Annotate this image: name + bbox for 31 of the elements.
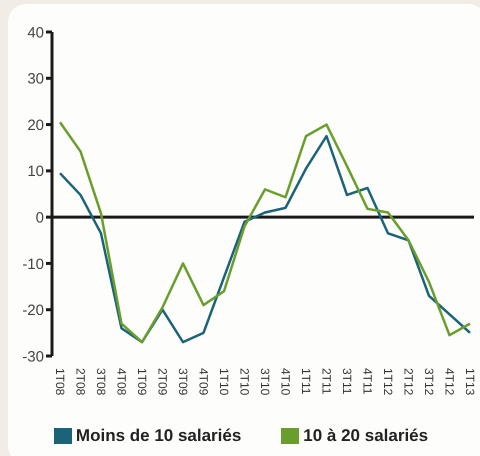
y-tick-label: 30 — [27, 70, 44, 88]
x-tick-label: 2T11 — [320, 368, 334, 395]
x-tick-label: 1T12 — [381, 368, 395, 396]
x-tick-label: 1T13 — [463, 368, 477, 396]
x-tick-label: 2T12 — [402, 368, 416, 396]
y-tick-label: -20 — [22, 302, 44, 320]
x-tick-label: 3T09 — [176, 368, 190, 396]
y-tick-label: -30 — [22, 348, 44, 366]
legend-label: Moins de 10 salariés — [76, 426, 242, 446]
x-tick-label: 1T08 — [53, 368, 67, 396]
x-tick-label: 3T12 — [422, 368, 436, 396]
x-tick-label: 4T08 — [114, 368, 128, 396]
x-tick-label: 3T11 — [340, 368, 354, 395]
x-tick-label: 3T08 — [94, 368, 108, 396]
y-tick-label: 10 — [27, 163, 44, 180]
y-tick-label: 0 — [36, 209, 44, 226]
x-tick-label: 4T12 — [442, 368, 456, 396]
x-tick-label: 1T09 — [135, 368, 149, 396]
x-tick-label: 1T11 — [299, 368, 313, 395]
x-tick-label: 2T08 — [74, 368, 88, 396]
x-tick-label: 1T10 — [217, 368, 231, 396]
y-tick-label: 40 — [27, 24, 44, 42]
x-tick-label: 2T09 — [156, 368, 170, 396]
y-tick-label: -10 — [22, 256, 44, 273]
x-tick-label: 4T11 — [360, 368, 374, 395]
y-tick-label: 20 — [27, 116, 44, 134]
legend-label: 10 à 20 salariés — [303, 426, 428, 446]
x-tick-label: 4T09 — [196, 368, 210, 396]
x-tick-label: 4T10 — [278, 368, 292, 396]
x-tick-label: 2T10 — [238, 368, 252, 396]
x-tick-label: 3T10 — [258, 368, 272, 396]
